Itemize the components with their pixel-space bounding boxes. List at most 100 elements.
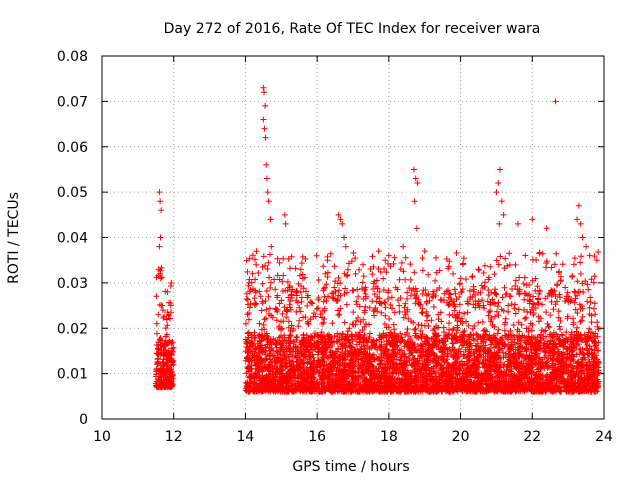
data-point [267, 338, 274, 345]
data-point [452, 314, 459, 321]
data-point [491, 313, 498, 320]
data-point [425, 271, 432, 278]
data-point [371, 312, 378, 319]
data-point [258, 307, 265, 314]
data-points [152, 84, 602, 395]
y-tick-label: 0.06 [57, 140, 88, 156]
data-point [265, 293, 272, 300]
data-point [321, 284, 328, 291]
data-point [391, 254, 398, 261]
data-point [251, 301, 258, 308]
data-point [522, 252, 529, 259]
data-point [382, 304, 389, 311]
data-point [361, 377, 368, 384]
data-point [571, 288, 578, 295]
data-point [595, 347, 602, 354]
data-point [267, 350, 274, 357]
data-point [267, 284, 274, 291]
data-point [583, 361, 590, 368]
data-point [498, 336, 505, 343]
data-point [272, 286, 279, 293]
data-point [577, 270, 584, 277]
data-point [533, 257, 540, 264]
data-point [387, 329, 394, 336]
data-point [311, 357, 318, 364]
data-point [166, 366, 173, 373]
data-point [561, 379, 568, 386]
data-point [320, 319, 327, 326]
data-point [518, 360, 525, 367]
data-point [544, 320, 551, 327]
data-point [262, 351, 269, 358]
data-point [244, 340, 251, 347]
data-point [244, 330, 251, 337]
data-point [158, 274, 165, 281]
data-point [320, 263, 327, 270]
data-point [429, 294, 436, 301]
data-point [521, 306, 528, 313]
data-point [456, 293, 463, 300]
data-point [491, 271, 498, 278]
data-point [572, 289, 579, 296]
data-point [274, 255, 281, 262]
data-point [379, 357, 386, 364]
data-point [251, 295, 258, 302]
data-point [401, 304, 408, 311]
data-point [562, 284, 569, 291]
data-point [302, 354, 309, 361]
data-point [341, 290, 348, 297]
data-point [539, 250, 546, 257]
data-point [256, 288, 263, 295]
data-point [586, 311, 593, 318]
data-point [162, 325, 169, 332]
data-point [261, 326, 268, 333]
data-point [274, 294, 281, 301]
data-point [159, 379, 166, 386]
data-point [407, 261, 414, 268]
data-point [285, 255, 292, 262]
data-point [259, 263, 266, 270]
data-point [155, 311, 162, 318]
data-point [516, 347, 523, 354]
data-point [260, 321, 267, 328]
data-point [463, 318, 470, 325]
data-point [411, 346, 418, 353]
data-point [317, 311, 324, 318]
data-point [591, 300, 598, 307]
data-point [405, 354, 412, 361]
data-point [499, 294, 506, 301]
data-point [329, 320, 336, 327]
data-point [350, 250, 357, 257]
data-point [415, 321, 422, 328]
data-point [161, 362, 168, 369]
data-point [244, 268, 251, 275]
data-point [556, 323, 563, 330]
data-point [400, 314, 407, 321]
data-point [332, 288, 339, 295]
data-point [591, 273, 598, 280]
data-point [251, 276, 258, 283]
data-point [451, 286, 458, 293]
data-point [547, 331, 554, 338]
data-point [348, 258, 355, 265]
data-point [573, 328, 580, 335]
data-point [430, 304, 437, 310]
data-point [435, 332, 442, 339]
data-point [383, 334, 390, 341]
data-point [304, 294, 311, 301]
data-point [262, 315, 269, 322]
data-point [492, 290, 499, 297]
data-point [489, 296, 496, 303]
data-point [466, 287, 473, 294]
data-point [496, 379, 503, 386]
data-point [415, 342, 422, 349]
data-point [508, 286, 515, 293]
data-point [287, 265, 294, 272]
data-point [502, 319, 509, 326]
y-tick-label: 0.08 [57, 49, 88, 65]
data-point [285, 345, 292, 352]
data-point [411, 326, 418, 333]
data-point [486, 308, 493, 315]
data-point [352, 255, 359, 262]
x-axis-label: GPS time / hours [292, 459, 409, 475]
